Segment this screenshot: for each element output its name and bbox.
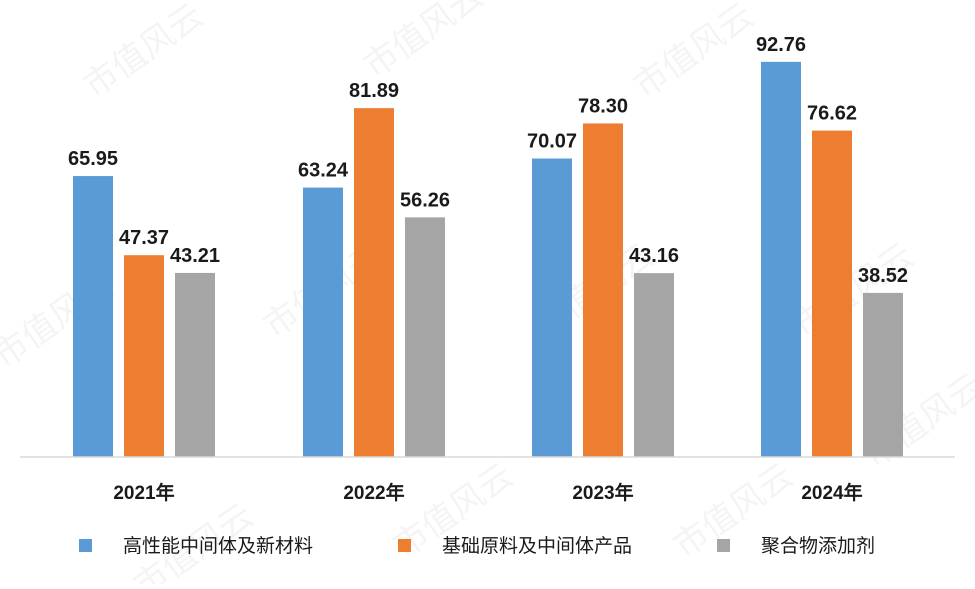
x-axis-ticks: 2021年 2022年 2023年 2024年	[113, 481, 862, 504]
x-tick-label-1: 2022年	[343, 481, 404, 504]
legend-label-0: 高性能中间体及新材料	[123, 535, 313, 557]
bars-layer	[73, 61, 903, 458]
bar-2-0	[532, 158, 572, 457]
value-label-2-1: 78.30	[578, 95, 628, 117]
x-tick-label-0: 2021年	[113, 481, 174, 504]
value-labels-layer: 65.95 63.24 70.07 92.76 47.37 81.89 78.30 76.62…	[68, 34, 908, 287]
legend: 高性能中间体及新材料 基础原料及中间体产品 聚合物添加剂	[79, 535, 875, 557]
legend-label-1: 基础原料及中间体产品	[442, 535, 632, 557]
legend-label-2: 聚合物添加剂	[761, 535, 875, 557]
bar-1-0	[303, 187, 343, 457]
bar-1-2	[405, 217, 445, 457]
value-label-3-0: 92.76	[756, 34, 806, 56]
value-label-3-2: 38.52	[858, 265, 908, 287]
value-label-2-0: 70.07	[527, 131, 577, 153]
bar-2-2	[634, 273, 674, 457]
legend-swatch-0	[79, 539, 92, 552]
bar-0-0	[73, 176, 113, 458]
bar-3-1	[812, 130, 852, 457]
x-tick-label-2: 2023年	[572, 481, 633, 504]
bar-2-1	[583, 123, 623, 457]
watermark-text: 市值风云	[77, 0, 210, 106]
value-label-1-2: 56.26	[400, 189, 450, 211]
bar-1-1	[354, 108, 394, 458]
value-label-0-2: 43.21	[170, 245, 220, 267]
value-label-1-0: 63.24	[298, 160, 349, 182]
bar-3-0	[761, 61, 801, 457]
legend-swatch-1	[398, 539, 411, 552]
value-label-2-2: 43.16	[629, 245, 679, 267]
legend-swatch-2	[717, 539, 730, 552]
value-label-0-0: 65.95	[68, 148, 118, 170]
value-label-0-1: 47.37	[119, 227, 169, 249]
watermark-text: 市值风云	[357, 0, 490, 86]
value-label-3-1: 76.62	[807, 103, 857, 125]
bar-0-1	[124, 255, 164, 457]
value-label-1-1: 81.89	[349, 80, 399, 102]
watermark-text: 市值风云	[627, 0, 760, 106]
bar-0-2	[175, 272, 215, 457]
x-tick-label-3: 2024年	[801, 481, 862, 504]
bar-3-2	[863, 292, 903, 457]
